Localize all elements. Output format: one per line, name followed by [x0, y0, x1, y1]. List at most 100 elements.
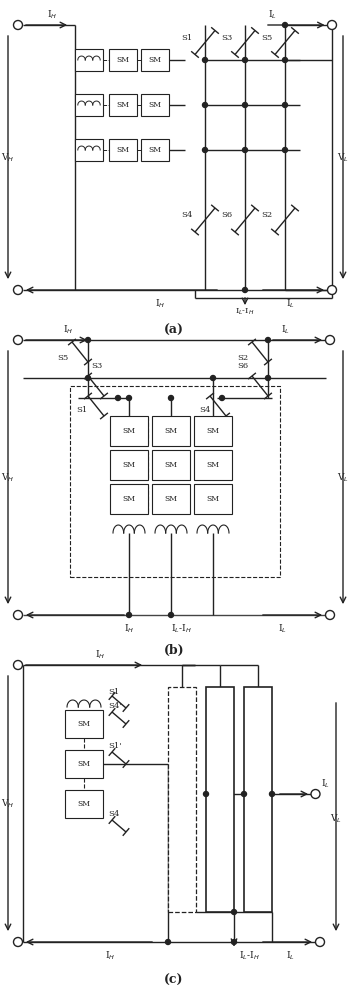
Bar: [194, 450, 232, 480]
Circle shape: [86, 338, 90, 342]
Text: I$_L$: I$_L$: [277, 623, 287, 635]
Circle shape: [165, 940, 171, 944]
Text: SM: SM: [207, 495, 220, 503]
Text: S5: S5: [57, 354, 69, 362]
Circle shape: [327, 286, 336, 294]
Text: S2: S2: [261, 211, 273, 219]
Circle shape: [202, 147, 208, 152]
Text: SM: SM: [149, 146, 162, 154]
Circle shape: [243, 147, 247, 152]
Bar: [109, 49, 137, 71]
Bar: [75, 49, 103, 71]
Bar: [110, 450, 148, 480]
Text: I$_H$: I$_H$: [47, 9, 57, 21]
Text: I$_L$: I$_L$: [268, 9, 276, 21]
Text: SM: SM: [122, 495, 135, 503]
Bar: [152, 416, 190, 446]
Bar: [152, 450, 190, 480]
Bar: [194, 416, 232, 446]
Circle shape: [202, 103, 208, 107]
Circle shape: [266, 338, 270, 342]
Text: V$_L$: V$_L$: [330, 812, 342, 825]
Circle shape: [14, 20, 22, 29]
Text: S4': S4': [108, 702, 122, 710]
Text: S1: S1: [76, 406, 88, 414]
Text: SM: SM: [149, 101, 162, 109]
Bar: [206, 687, 234, 912]
Text: I$_H$: I$_H$: [155, 298, 165, 310]
Circle shape: [326, 610, 334, 619]
Text: I$_L$: I$_L$: [285, 298, 295, 310]
Bar: [75, 139, 103, 161]
Text: S6: S6: [221, 211, 232, 219]
Bar: [65, 750, 103, 778]
Text: SM: SM: [117, 101, 129, 109]
Text: I$_H$: I$_H$: [124, 623, 134, 635]
Text: SM: SM: [77, 800, 90, 808]
Text: SM: SM: [207, 427, 220, 435]
Text: S5: S5: [261, 33, 273, 41]
Bar: [152, 484, 190, 514]
Text: V$_L$: V$_L$: [337, 471, 349, 484]
Text: S1: S1: [108, 688, 119, 696]
Circle shape: [266, 375, 270, 380]
Circle shape: [210, 375, 215, 380]
Bar: [109, 94, 137, 116]
Circle shape: [14, 286, 22, 294]
Circle shape: [311, 790, 320, 798]
Bar: [75, 94, 103, 116]
Text: SM: SM: [77, 760, 90, 768]
Circle shape: [14, 660, 22, 670]
Text: S3: S3: [91, 362, 103, 370]
Text: SM: SM: [122, 461, 135, 469]
Circle shape: [231, 910, 237, 914]
Text: S1': S1': [108, 742, 121, 750]
Text: I$_L$: I$_L$: [281, 324, 289, 336]
Circle shape: [14, 610, 22, 619]
Text: SM: SM: [207, 461, 220, 469]
Circle shape: [282, 103, 288, 107]
Bar: [168, 687, 196, 912]
Circle shape: [282, 147, 288, 152]
Text: I$_L$-I$_H$: I$_L$-I$_H$: [235, 307, 255, 317]
Circle shape: [202, 57, 208, 62]
Text: S4: S4: [199, 406, 211, 414]
Bar: [141, 139, 169, 161]
Circle shape: [14, 938, 22, 946]
Text: S3: S3: [221, 33, 233, 41]
Text: V$_H$: V$_H$: [1, 151, 15, 164]
Bar: [141, 49, 169, 71]
Text: SM: SM: [164, 427, 178, 435]
Text: SM: SM: [122, 427, 135, 435]
Text: SM: SM: [77, 720, 90, 728]
Circle shape: [243, 57, 247, 62]
Bar: [70, 386, 280, 577]
Circle shape: [242, 792, 246, 796]
Text: SM: SM: [149, 56, 162, 64]
Text: I$_L$-I$_H$: I$_L$-I$_H$: [171, 623, 191, 635]
Circle shape: [315, 938, 325, 946]
Text: I$_H$: I$_H$: [95, 649, 105, 661]
Text: V$_H$: V$_H$: [1, 471, 15, 484]
Text: S2: S2: [237, 354, 248, 362]
Circle shape: [14, 336, 22, 344]
Text: I$_L$: I$_L$: [285, 950, 295, 962]
Text: I$_L$-I$_H$: I$_L$-I$_H$: [239, 950, 259, 962]
Bar: [244, 687, 272, 912]
Circle shape: [86, 375, 90, 380]
Circle shape: [282, 22, 288, 27]
Text: S6: S6: [237, 362, 248, 370]
Circle shape: [116, 395, 120, 400]
Text: SM: SM: [164, 495, 178, 503]
Circle shape: [243, 103, 247, 107]
Text: V$_L$: V$_L$: [337, 151, 349, 164]
Circle shape: [231, 940, 237, 944]
Circle shape: [243, 288, 247, 292]
Circle shape: [326, 336, 334, 344]
Bar: [109, 139, 137, 161]
Bar: [110, 484, 148, 514]
Text: I$_H$: I$_H$: [63, 324, 73, 336]
Text: S4: S4: [108, 810, 119, 818]
Bar: [65, 710, 103, 738]
Circle shape: [269, 792, 275, 796]
